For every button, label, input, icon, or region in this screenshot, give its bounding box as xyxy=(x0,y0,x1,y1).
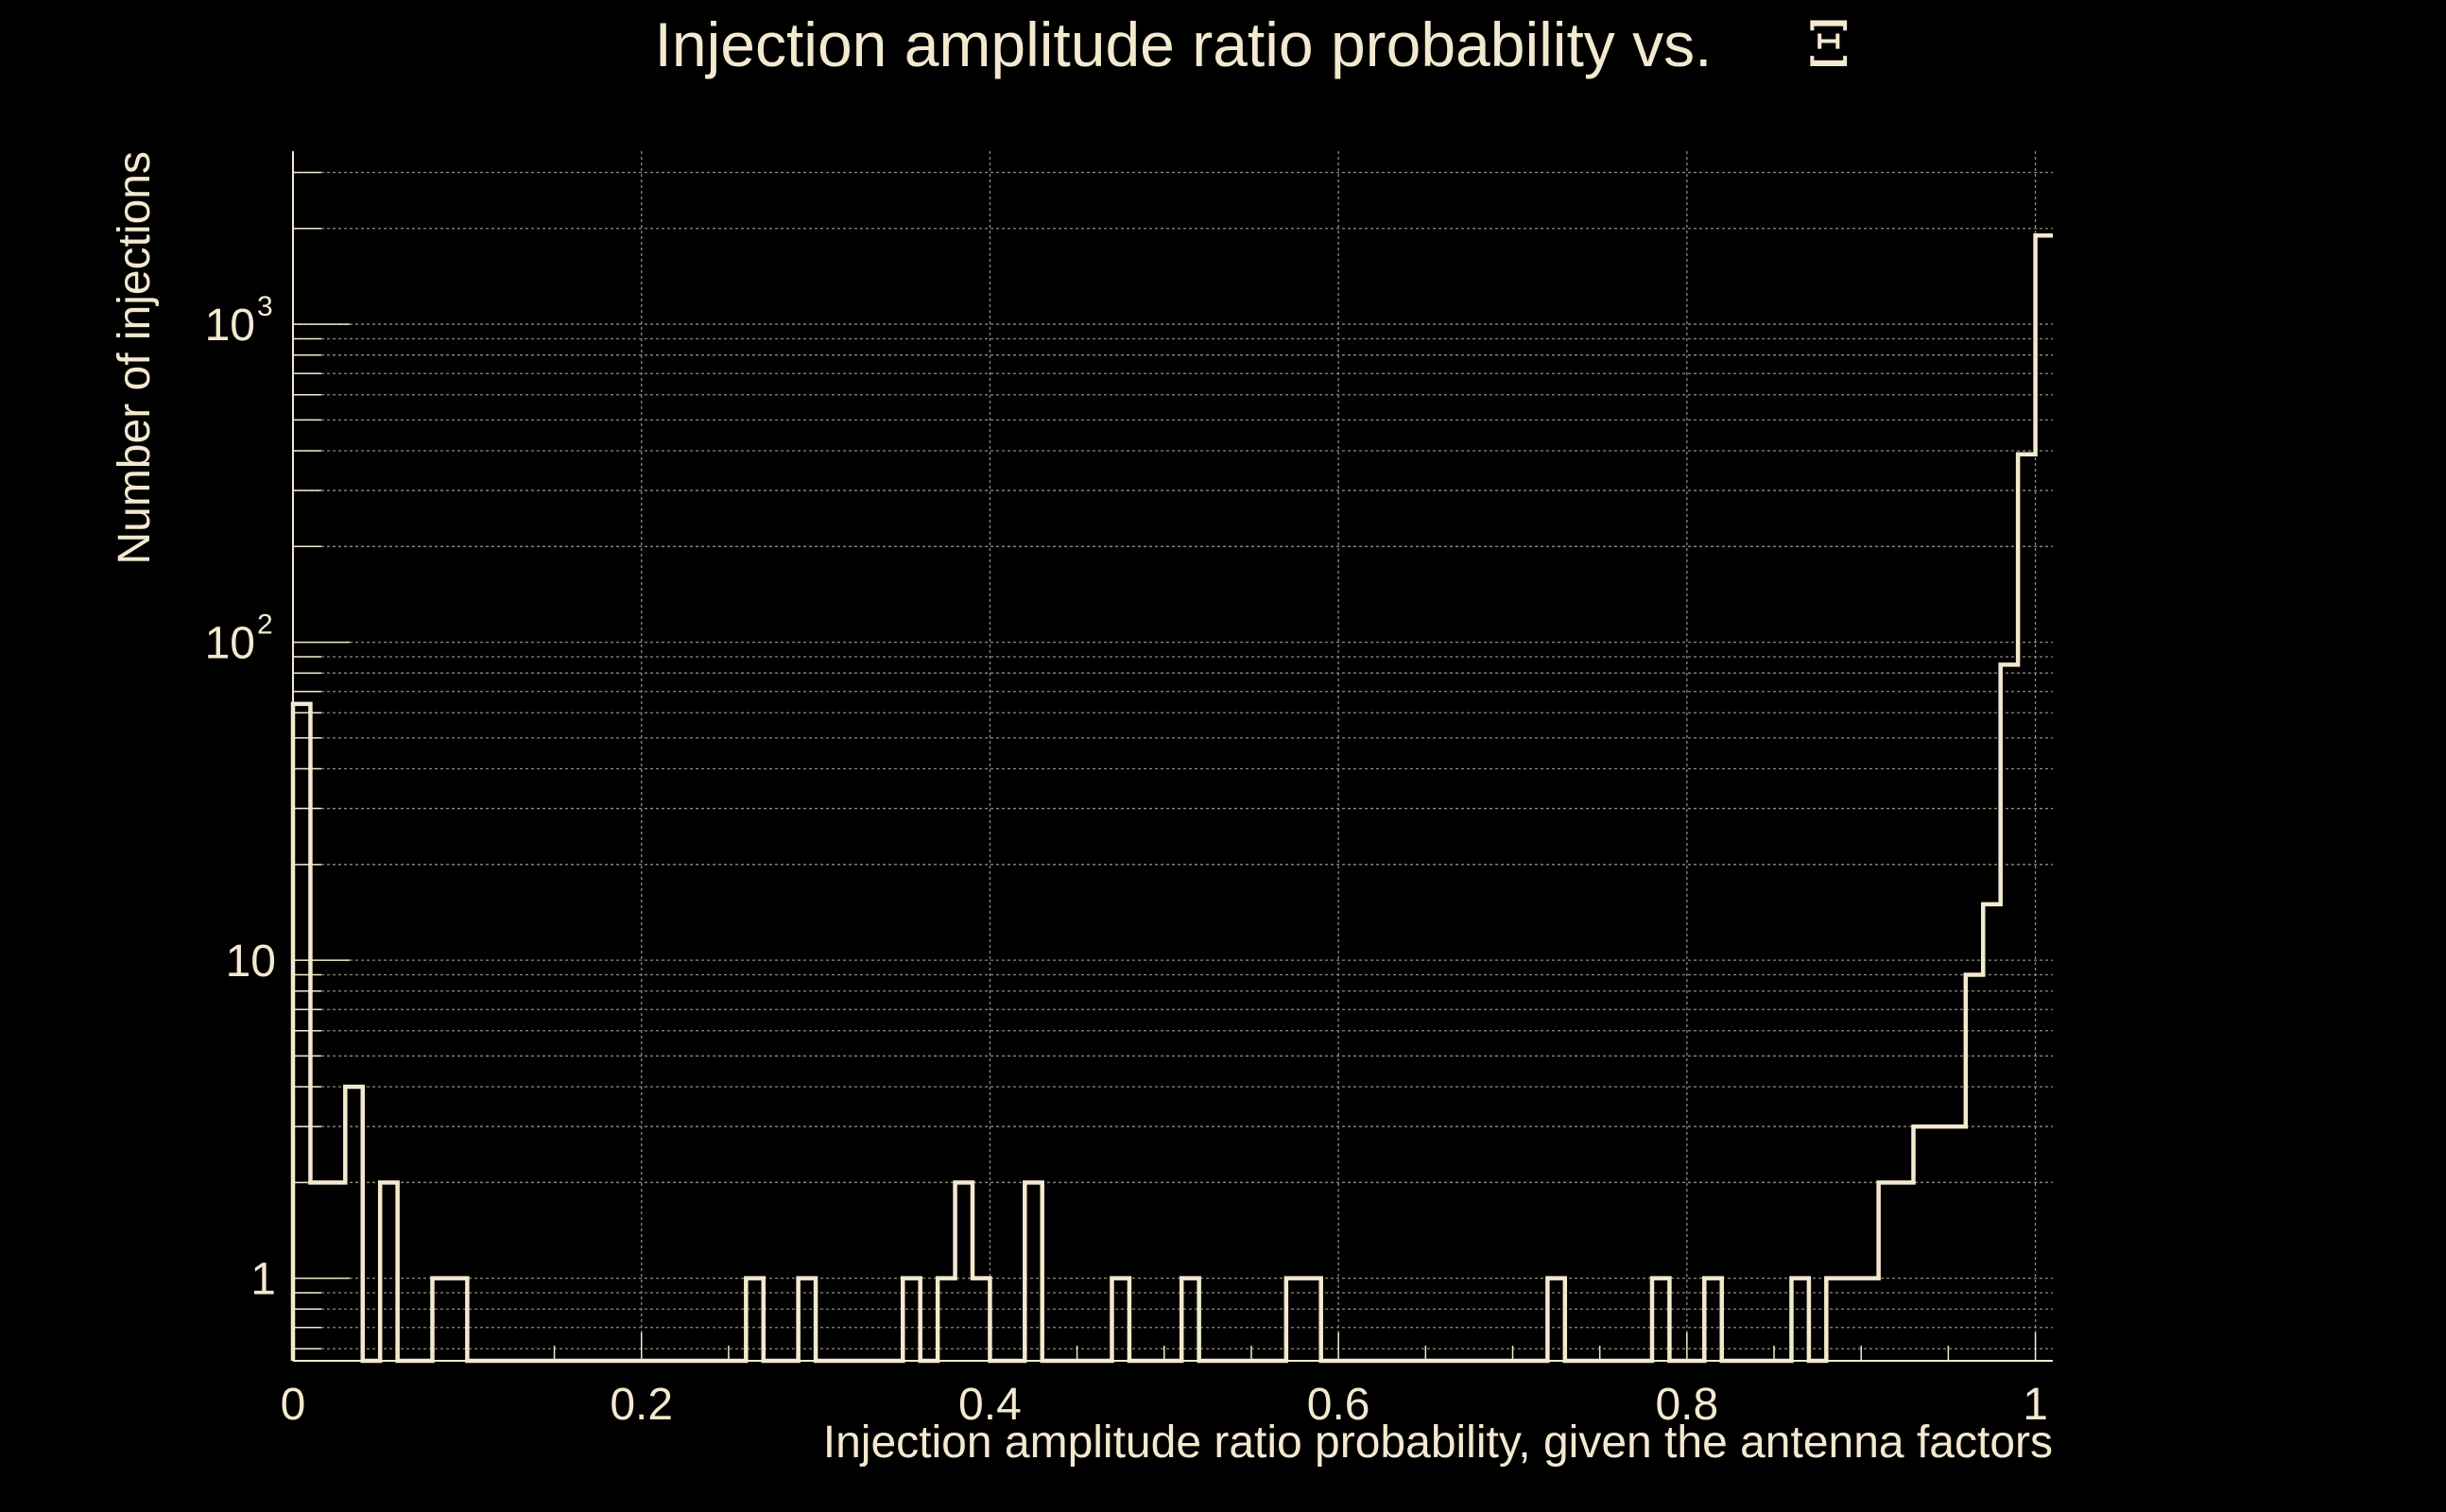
y-tick-exponent: 3 xyxy=(257,291,273,322)
grid xyxy=(292,151,2053,1361)
histogram-bin xyxy=(1914,1126,1931,1361)
histogram-bin xyxy=(1111,1279,1128,1361)
x-tick-label: 0.4 xyxy=(958,1380,1022,1430)
x-tick-label: 1 xyxy=(2023,1380,2048,1430)
histogram-bin xyxy=(380,1182,397,1361)
histogram-bin xyxy=(1025,1182,1042,1361)
histogram-bin xyxy=(1791,1279,1808,1361)
y-tick-label: 10 xyxy=(205,301,255,351)
x-tick-label: 0 xyxy=(281,1380,306,1430)
histogram-bin xyxy=(345,1087,362,1361)
histogram-bin xyxy=(956,1182,973,1361)
x-tick-label: 0.6 xyxy=(1307,1380,1370,1430)
histogram-bin xyxy=(1931,1126,1948,1361)
y-tick-label: 10 xyxy=(205,619,255,669)
y-tick-label: 10 xyxy=(226,936,276,987)
y-tick-label: 1 xyxy=(250,1255,276,1305)
chart-title-symbol: Ξ xyxy=(1807,9,1851,81)
x-tick-label: 0.8 xyxy=(1655,1380,1718,1430)
x-axis: 0 0.2 0.4 0.6 0.8 1 xyxy=(281,1332,2053,1430)
histogram-bin xyxy=(1286,1279,1303,1361)
histogram-bin xyxy=(1966,975,1983,1361)
histogram-bin xyxy=(293,704,310,1361)
x-tick-label: 0.2 xyxy=(610,1380,673,1430)
histogram-bin xyxy=(1983,904,2000,1361)
histogram-bin xyxy=(1181,1279,1198,1361)
histogram-bin xyxy=(2018,455,2035,1361)
histogram-bin xyxy=(328,1182,345,1361)
histogram-bin xyxy=(1879,1182,1896,1361)
histogram-bin xyxy=(903,1279,920,1361)
histogram-bin xyxy=(1948,1126,1965,1361)
histogram-bin xyxy=(1704,1279,1721,1361)
histogram-bin xyxy=(973,1279,990,1361)
histogram-bin xyxy=(450,1279,467,1361)
histogram-bin xyxy=(799,1279,816,1361)
histogram-bin xyxy=(310,1182,327,1361)
histogram-bin xyxy=(1896,1182,1913,1361)
histogram-bin xyxy=(1826,1279,1843,1361)
histogram-bin xyxy=(1547,1279,1564,1361)
histogram-bins xyxy=(293,235,2053,1361)
histogram-bin xyxy=(1861,1279,1878,1361)
x-axis-label: Injection amplitude ratio probability, g… xyxy=(823,1418,2053,1468)
y-tick-exponent: 2 xyxy=(257,610,273,641)
histogram-series-outline xyxy=(290,233,2053,1364)
histogram-bin xyxy=(1844,1279,1861,1361)
histogram-bin xyxy=(2036,235,2053,1361)
y-axis-label: Number of injections xyxy=(110,151,160,565)
chart-title: Injection amplitude ratio probability vs… xyxy=(655,9,1713,79)
histogram-bin xyxy=(938,1279,955,1361)
histogram-bin xyxy=(746,1279,763,1361)
histogram-bin xyxy=(432,1279,449,1361)
histogram-bin xyxy=(1652,1279,1669,1361)
histogram-bin xyxy=(1303,1279,1320,1361)
histogram-bin xyxy=(2001,664,2018,1361)
